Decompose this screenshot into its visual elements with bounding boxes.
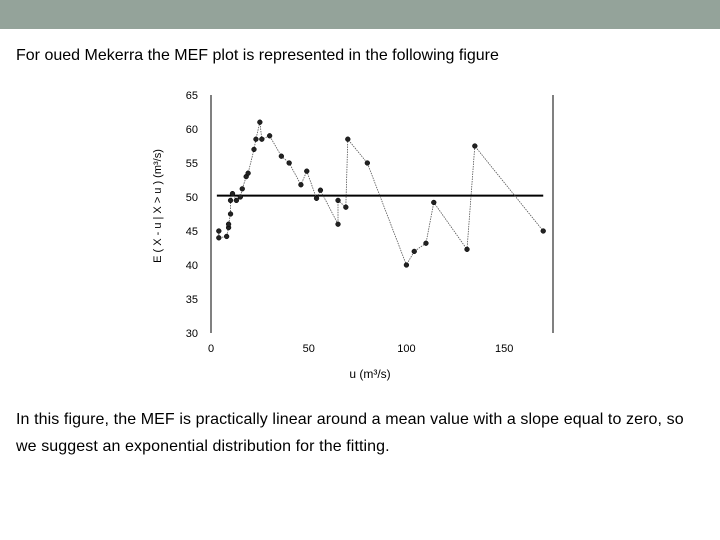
- data-point: [266, 133, 273, 139]
- y-tick-label: 40: [186, 260, 198, 272]
- x-tick-label: 100: [397, 343, 415, 355]
- data-point: [259, 136, 265, 142]
- x-axis-label: u (m³/s): [349, 367, 390, 381]
- data-point: [343, 204, 349, 210]
- mef-series: [216, 119, 546, 268]
- data-point: [227, 197, 234, 204]
- y-tick-label: 30: [186, 328, 198, 340]
- data-point: [335, 197, 341, 204]
- data-point: [225, 221, 232, 227]
- x-tick-labels: 0 50 100 150: [208, 343, 513, 355]
- data-point: [317, 187, 324, 193]
- data-point: [540, 228, 546, 234]
- data-point: [304, 168, 310, 174]
- data-point: [364, 160, 370, 166]
- data-point: [403, 262, 410, 268]
- data-point: [278, 153, 285, 159]
- y-tick-labels: 30 35 40 45 50 55 60 65: [186, 90, 198, 340]
- series-line: [218, 122, 544, 266]
- slide-header-bar: [0, 0, 720, 29]
- data-point: [411, 248, 417, 255]
- chart-axes: [210, 95, 554, 333]
- data-point: [245, 170, 251, 176]
- data-point: [237, 194, 243, 200]
- y-tick-label: 45: [186, 226, 198, 238]
- data-point: [251, 146, 257, 153]
- x-tick-label: 50: [303, 343, 315, 355]
- y-tick-label: 65: [186, 90, 198, 102]
- y-tick-label: 50: [186, 192, 198, 204]
- data-point: [298, 182, 304, 188]
- x-tick-label: 0: [208, 343, 214, 355]
- data-point: [229, 190, 236, 197]
- data-point: [227, 211, 234, 217]
- data-point: [223, 233, 230, 240]
- data-point: [216, 235, 222, 241]
- data-point: [423, 240, 429, 246]
- data-point: [335, 221, 341, 227]
- data-point: [216, 228, 222, 234]
- y-tick-label: 60: [186, 124, 198, 136]
- conclusion-text: In this figure, the MEF is practically l…: [16, 411, 684, 455]
- data-point: [253, 136, 259, 142]
- x-tick-label: 150: [495, 343, 513, 355]
- data-point: [464, 246, 470, 253]
- y-axis-label: E ( X - u | X > u ) (m³/s): [152, 149, 164, 263]
- y-tick-label: 55: [186, 158, 198, 170]
- data-point: [345, 136, 351, 142]
- intro-text: For oued Mekerra the MEF plot is represe…: [16, 47, 499, 64]
- data-point: [257, 119, 263, 125]
- y-tick-label: 35: [186, 294, 198, 306]
- data-point: [472, 143, 478, 149]
- data-point: [431, 199, 437, 206]
- data-point: [239, 186, 245, 192]
- mef-chart: 30 35 40 45 50 55 60 65 0 50 100 150 u (m³/s) E ( …: [152, 90, 554, 381]
- data-point: [286, 160, 292, 166]
- data-point: [313, 195, 320, 202]
- data-point: [233, 197, 240, 204]
